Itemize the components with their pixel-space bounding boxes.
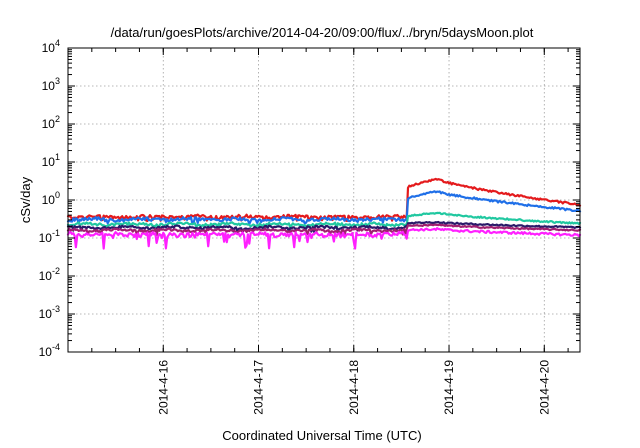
x-tick-label: 2014-4-17 — [252, 360, 266, 415]
series-line-5 — [66, 223, 582, 237]
y-tick-label: 10-1 — [39, 228, 60, 245]
chart-title: /data/run/goesPlots/archive/2014-04-20/0… — [111, 25, 534, 40]
y-tick-label: 104 — [42, 38, 60, 55]
y-tick-label: 10-4 — [39, 342, 60, 359]
x-tick-label: 2014-4-19 — [442, 360, 456, 415]
tick-label-layer: 10-4 10-3 10-2 10-1 100 101 102 103 104 2014-4-16… — [39, 38, 552, 415]
x-tick-label: 2014-4-16 — [156, 360, 170, 415]
series-layer — [66, 177, 582, 250]
y-tick-label: 103 — [42, 76, 60, 93]
series-line-3 — [66, 211, 582, 230]
plot-frame — [67, 47, 581, 353]
series-line-2 — [66, 190, 582, 226]
x-tick-label: 2014-4-20 — [537, 360, 551, 415]
series-line-4 — [66, 220, 582, 234]
y-tick-label: 10-2 — [39, 266, 60, 283]
y-tick-label: 10-3 — [39, 304, 60, 321]
series-line-6 — [66, 227, 582, 250]
y-tick-label: 101 — [42, 152, 60, 169]
axis-layer — [67, 47, 581, 353]
y-tick-label: 102 — [42, 114, 60, 131]
y-tick-label: 100 — [42, 190, 60, 207]
x-tick-label: 2014-4-18 — [347, 360, 361, 415]
y-axis-label: cSv/day — [18, 176, 33, 223]
grid-layer — [68, 48, 580, 352]
x-axis-label: Coordinated Universal Time (UTC) — [222, 428, 421, 443]
